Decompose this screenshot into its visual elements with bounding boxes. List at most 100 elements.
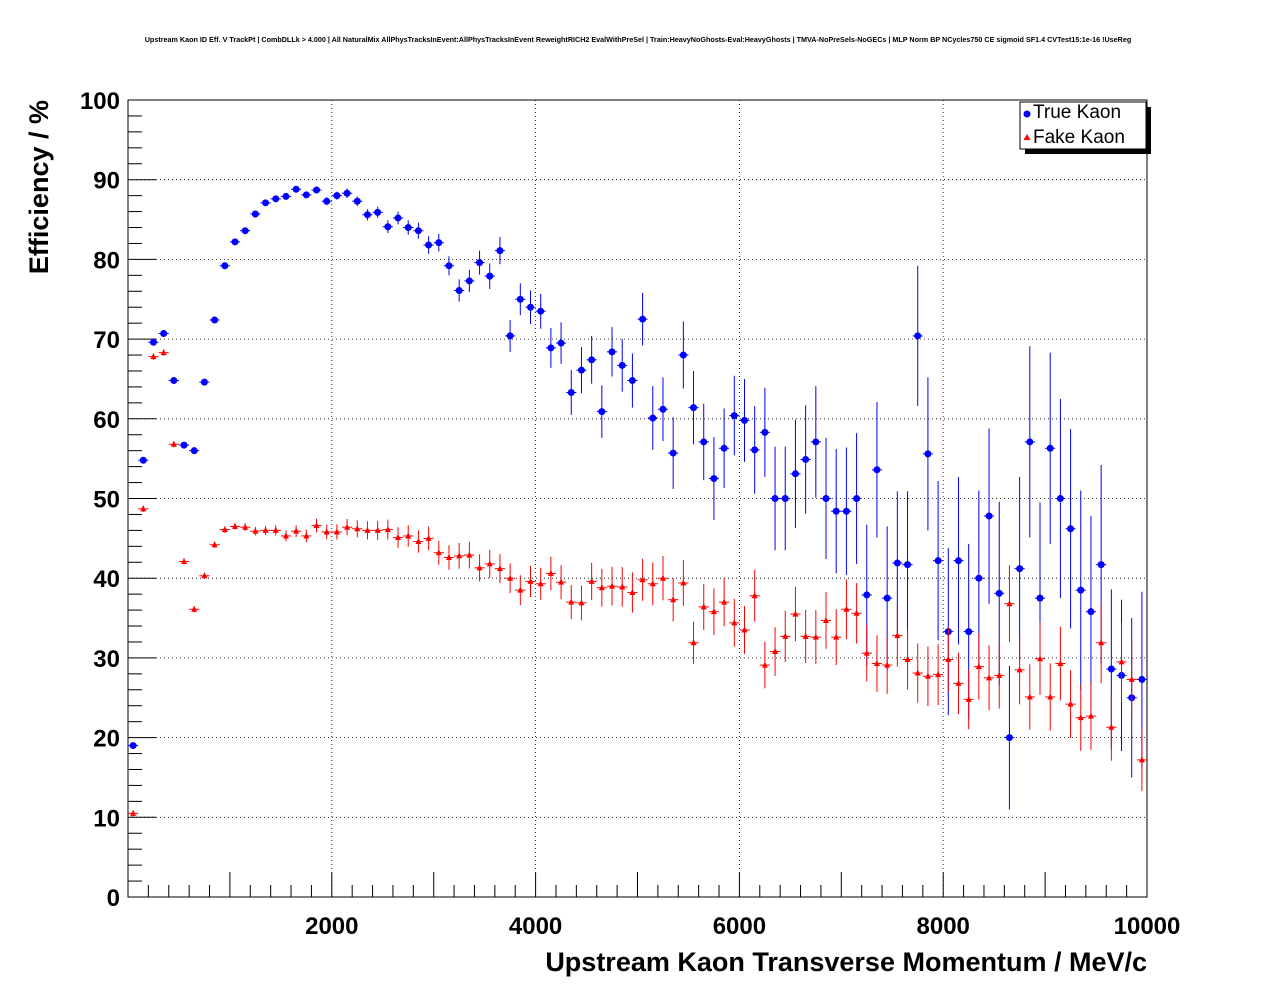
data-point (617, 339, 628, 392)
data-point (780, 446, 791, 551)
data-point (606, 327, 618, 377)
y-tick-label: 50 (93, 487, 120, 514)
data-point (270, 525, 281, 536)
data-point (647, 562, 658, 606)
data-marker (395, 534, 402, 541)
data-marker (761, 428, 769, 436)
data-marker (649, 414, 657, 422)
data-point (882, 636, 893, 694)
data-marker (812, 633, 819, 640)
data-point (810, 610, 821, 665)
data-point (596, 568, 607, 607)
data-marker (751, 592, 758, 599)
data-point (566, 585, 577, 620)
data-point (331, 524, 342, 540)
data-marker (751, 446, 759, 454)
data-marker (456, 552, 463, 559)
data-point (433, 540, 444, 565)
data-point (851, 583, 862, 644)
data-marker (455, 286, 463, 294)
data-marker (1098, 639, 1105, 646)
data-point (311, 518, 322, 533)
data-point (668, 577, 679, 622)
data-marker (435, 549, 442, 556)
data-marker (954, 557, 962, 565)
data-point (189, 447, 200, 455)
data-marker (129, 742, 137, 750)
data-point (739, 606, 750, 654)
data-point (892, 604, 903, 667)
data-marker (496, 565, 503, 572)
data-point (454, 543, 465, 569)
data-point (128, 742, 139, 750)
y-tick-label: 30 (93, 646, 120, 673)
data-point (912, 265, 923, 407)
data-marker (139, 456, 147, 464)
data-marker (985, 512, 993, 520)
data-point (423, 236, 434, 254)
data-point (352, 196, 363, 207)
data-point (617, 567, 628, 607)
series-0 (128, 185, 1147, 810)
data-point (973, 633, 984, 700)
data-point (983, 428, 995, 604)
y-tick-label: 40 (93, 566, 120, 593)
data-point (464, 269, 475, 293)
data-marker (740, 416, 748, 424)
data-point (382, 220, 393, 234)
data-point (433, 233, 444, 252)
data-marker (344, 523, 351, 530)
data-marker (170, 377, 178, 385)
data-marker (181, 557, 188, 564)
y-tick-label: 80 (93, 247, 120, 274)
data-point (861, 624, 872, 682)
data-point (403, 220, 414, 235)
data-marker (1006, 600, 1013, 607)
data-point (1126, 640, 1137, 719)
data-marker (863, 649, 870, 656)
data-marker (1016, 666, 1023, 673)
data-point (382, 519, 393, 540)
data-marker (272, 195, 280, 203)
data-point (933, 480, 944, 641)
data-marker (516, 295, 524, 303)
data-marker (619, 583, 626, 590)
data-marker (384, 223, 392, 231)
tick-labels: 2000 4000 6000 8000 10000 0 10 20 30 40 50 60 70 80 90… (80, 88, 1180, 940)
data-marker (149, 338, 157, 346)
data-marker (924, 672, 931, 679)
data-marker (425, 241, 433, 249)
data-point (362, 209, 373, 221)
data-point (240, 523, 251, 532)
data-marker (425, 534, 432, 541)
data-point (443, 545, 455, 570)
data-point (505, 563, 516, 593)
data-point (566, 370, 577, 415)
data-point (280, 530, 292, 542)
data-point (341, 519, 353, 536)
data-marker (904, 655, 911, 662)
data-point (128, 809, 139, 817)
data-point (1055, 398, 1066, 599)
data-point (168, 440, 179, 448)
data-marker (1097, 561, 1105, 569)
data-point (933, 644, 944, 706)
data-point (1065, 670, 1076, 739)
data-point (270, 195, 281, 203)
data-marker (792, 610, 799, 617)
data-marker (262, 199, 270, 207)
data-point (515, 283, 526, 316)
data-point (280, 192, 292, 200)
legend-true-kaon-marker (1023, 110, 1031, 118)
series-layer (128, 185, 1147, 817)
data-point (790, 586, 801, 642)
data-point (474, 250, 485, 275)
data-marker (1046, 444, 1054, 452)
data-marker (200, 378, 208, 386)
data-point (240, 227, 251, 235)
data-point (688, 370, 699, 445)
data-point (555, 322, 567, 364)
data-point (688, 621, 699, 664)
data-marker (730, 412, 738, 420)
data-marker (303, 532, 310, 539)
